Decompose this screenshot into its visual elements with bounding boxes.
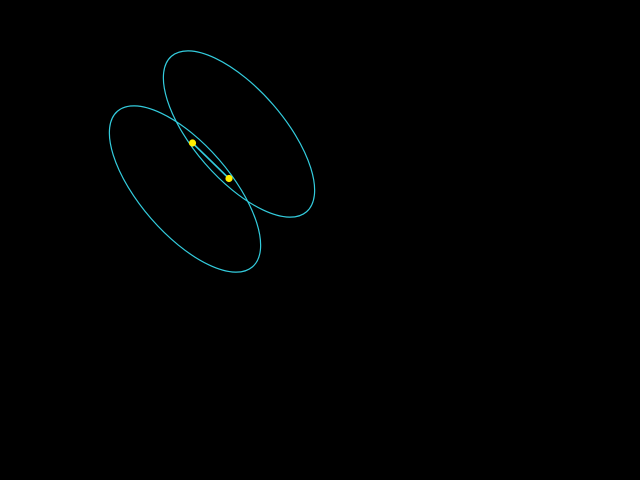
- lower-left-ellipse[interactable]: [83, 82, 286, 297]
- contact-point-upper[interactable]: [188, 139, 197, 147]
- upper-right-ellipse[interactable]: [137, 27, 340, 242]
- contact-point-lower[interactable]: [225, 174, 233, 183]
- connector-segment[interactable]: [191, 142, 230, 180]
